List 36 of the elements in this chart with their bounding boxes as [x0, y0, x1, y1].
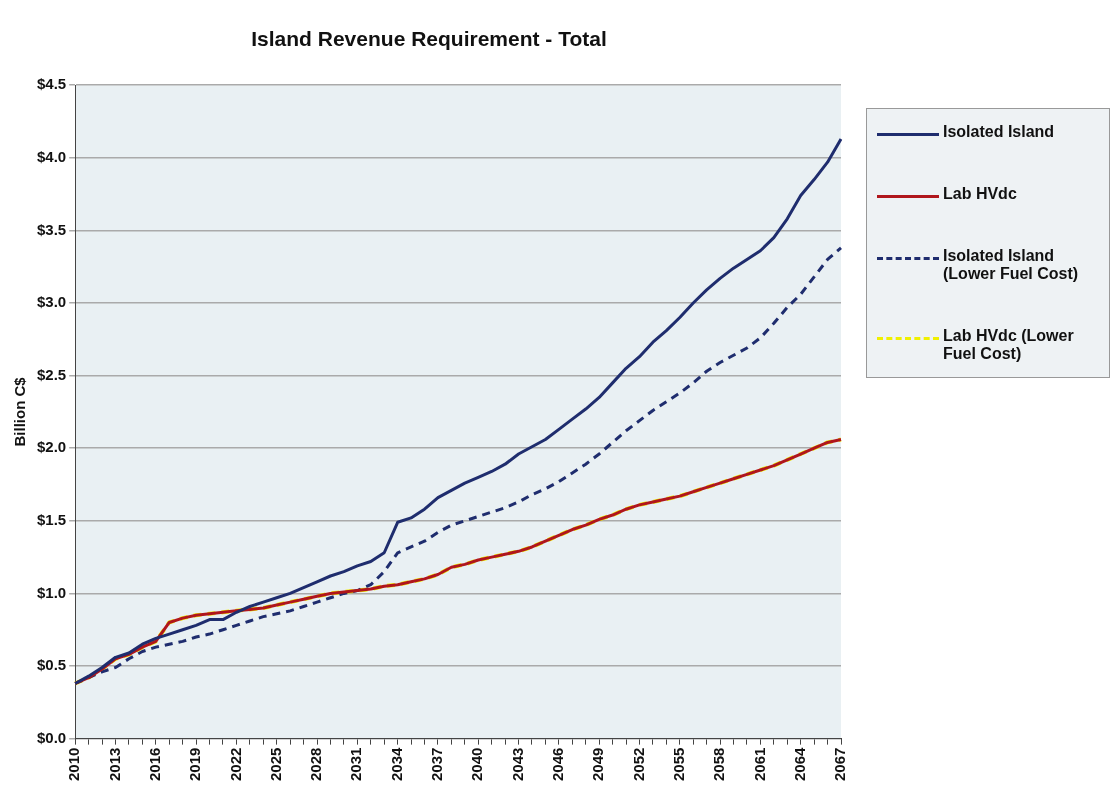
y-tick-label: $0.0: [36, 728, 67, 746]
x-tick-label: 2064: [790, 746, 808, 782]
y-tick-label: $3.5: [36, 220, 67, 238]
x-tick-label: 2043: [508, 747, 526, 782]
y-tick-label: $2.5: [36, 365, 67, 383]
x-tick-label: 2037: [428, 747, 446, 782]
x-tick-label: 2022: [226, 747, 244, 782]
x-tick-label: 2025: [266, 747, 284, 782]
legend-label: Isolated Island: [943, 123, 1055, 141]
x-tick-label: 2019: [186, 747, 204, 782]
x-tick-label: 2028: [307, 747, 325, 782]
legend-label: Lab HVdc: [943, 185, 1017, 203]
x-tick-label: 2016: [145, 747, 163, 782]
x-tick-label: 2046: [549, 747, 566, 782]
x-tick-label: 2034: [387, 746, 405, 782]
y-tick-label: $4.5: [36, 75, 67, 93]
chart-title: Island Revenue Requirement - Total: [251, 27, 607, 51]
x-tick-label: 2052: [629, 747, 647, 782]
legend-label: Isolated Island (Lower Fuel Cost): [943, 247, 1080, 283]
x-tick-label: 2031: [347, 747, 365, 782]
y-tick-label: $1.5: [36, 510, 67, 528]
y-tick-label: $2.0: [36, 438, 67, 456]
x-tick-label: 2055: [669, 747, 687, 782]
x-tick-label: 2067: [831, 747, 849, 782]
y-tick-label: $1.0: [36, 583, 67, 601]
x-tick-label: 2010: [65, 747, 83, 782]
x-tick-label: 2061: [750, 747, 768, 782]
y-tick-label: $0.5: [36, 656, 67, 674]
x-tick-label: 2058: [710, 747, 728, 782]
x-tick-label: 2040: [468, 747, 486, 782]
x-tick-label: 2049: [589, 747, 607, 782]
y-tick-label: $4.0: [36, 147, 67, 165]
legend-label: Lab HVdc (Lower Fuel Cost): [943, 327, 1075, 363]
y-axis-title: Billion C$: [11, 376, 29, 447]
y-tick-label: $3.0: [36, 293, 67, 311]
x-tick-label: 2013: [105, 747, 123, 782]
